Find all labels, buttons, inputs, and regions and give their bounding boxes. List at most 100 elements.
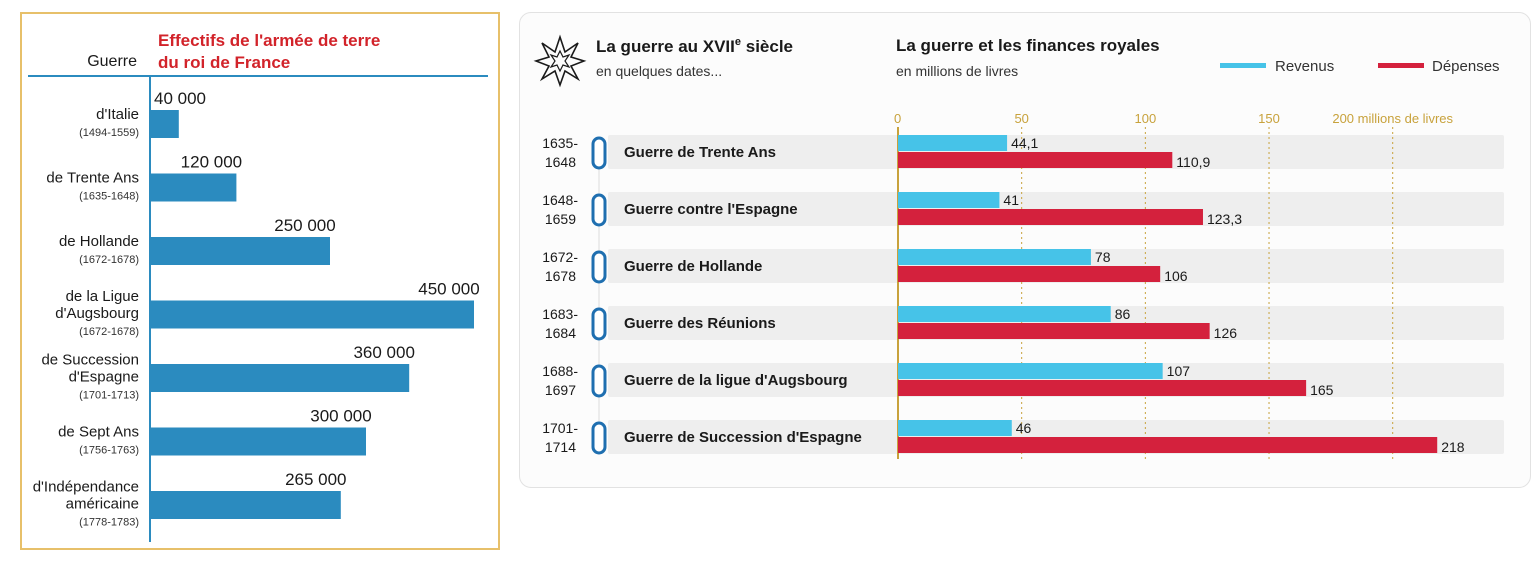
army-value-label: 40 000 (154, 89, 206, 108)
army-value-label: 120 000 (181, 153, 242, 172)
legend-label: Dépenses (1432, 58, 1500, 75)
war-name-label: Guerre contre l'Espagne (624, 201, 798, 218)
timeline-marker (591, 421, 607, 455)
depenses-bar (898, 323, 1210, 339)
period-start-label: 1648- (542, 192, 578, 208)
period-end-label: 1684 (545, 325, 576, 341)
depenses-bar (898, 152, 1173, 168)
revenus-bar (898, 249, 1091, 265)
timeline-marker (591, 136, 607, 170)
war-name-label: Guerre de Trente Ans (624, 144, 776, 161)
legend-label: Revenus (1275, 58, 1334, 75)
army-value-label: 450 000 (418, 280, 479, 299)
period-end-label: 1648 (545, 154, 576, 170)
period-end-label: 1697 (545, 382, 576, 398)
war-dates-label: (1635-1648) (79, 191, 139, 203)
timeline-marker (591, 250, 607, 284)
war-name-label: d'Indépendance (33, 479, 139, 496)
revenus-bar (898, 420, 1012, 436)
war-name-label: de Sept Ans (58, 424, 139, 441)
period-start-label: 1683- (542, 306, 578, 322)
war-name-label: Guerre de Hollande (624, 258, 762, 275)
war-dates-label: (1701-1713) (79, 390, 139, 402)
depenses-value-label: 110,9 (1176, 154, 1210, 170)
finances-subtitle: en millions de livres (896, 63, 1018, 79)
period-end-label: 1714 (545, 439, 576, 455)
army-value-label: 265 000 (285, 470, 346, 489)
period-start-label: 1701- (542, 420, 578, 436)
war-name-label: de Succession (41, 352, 139, 369)
army-size-chart: Guerre Effectifs de l'armée de terre du … (28, 31, 488, 542)
army-bar (150, 300, 474, 329)
period-end-label: 1659 (545, 211, 576, 227)
revenus-value-label: 107 (1167, 363, 1191, 379)
timeline-subtitle: en quelques dates... (596, 63, 722, 79)
war-dates-label: (1494-1559) (79, 127, 139, 139)
depenses-bar (898, 209, 1203, 225)
revenus-value-label: 78 (1095, 249, 1111, 265)
chart-legend: Revenus Dépenses (1220, 58, 1500, 75)
guerre-column-header: Guerre (87, 53, 137, 70)
x-tick-label: 50 (1014, 111, 1028, 126)
war-name-label: d'Espagne (69, 369, 139, 386)
war-name-label: d'Italie (96, 106, 139, 123)
war-name-label: d'Augsbourg (55, 305, 139, 322)
war-dates-label: (1672-1678) (79, 254, 139, 266)
depenses-bar (898, 266, 1161, 282)
war-name-label: de Hollande (59, 233, 139, 250)
revenus-value-label: 44,1 (1011, 135, 1038, 151)
war-name-label: de la Ligue (66, 288, 139, 305)
army-bar (150, 427, 366, 456)
royal-finances-panel: La guerre au XVIIe siècle en quelques da… (519, 12, 1531, 488)
army-bar (150, 364, 410, 392)
x-tick-label: 200 millions de livres (1332, 111, 1453, 126)
chart-title-line1: Effectifs de l'armée de terre (158, 31, 380, 50)
depenses-bar (898, 380, 1307, 396)
army-bar (150, 110, 179, 138)
period-start-label: 1635- (542, 135, 578, 151)
revenus-bar (898, 192, 1000, 208)
depenses-bar (898, 437, 1438, 453)
timeline-marker (591, 364, 607, 398)
depenses-value-label: 218 (1441, 439, 1465, 455)
revenus-bar (898, 135, 1008, 151)
x-tick-label: 150 (1258, 111, 1280, 126)
war-name-label: de Trente Ans (46, 170, 139, 187)
period-start-label: 1688- (542, 363, 578, 379)
explosion-icon (533, 34, 587, 88)
finances-title: La guerre et les finances royales (896, 36, 1160, 55)
revenus-value-label: 41 (1003, 192, 1019, 208)
legend-swatch (1220, 63, 1266, 68)
depenses-value-label: 123,3 (1207, 211, 1242, 227)
army-bar (150, 173, 237, 202)
revenus-bar (898, 363, 1163, 379)
x-tick-label: 100 (1134, 111, 1156, 126)
timeline-marker (591, 307, 607, 341)
depenses-value-label: 126 (1214, 325, 1238, 341)
army-bar (150, 237, 330, 265)
army-bar (150, 491, 341, 519)
chart-title-line2: du roi de France (158, 53, 290, 72)
depenses-value-label: 106 (1164, 268, 1188, 284)
x-tick-label: 0 (894, 111, 901, 126)
royal-finances-chart: La guerre au XVIIe siècle en quelques da… (533, 34, 1504, 459)
war-dates-label: (1778-1783) (79, 517, 139, 529)
war-dates-label: (1756-1763) (79, 445, 139, 457)
revenus-value-label: 46 (1016, 420, 1032, 436)
army-value-label: 250 000 (274, 216, 335, 235)
revenus-value-label: 86 (1115, 306, 1131, 322)
war-name-label: Guerre de Succession d'Espagne (624, 429, 862, 446)
army-value-label: 360 000 (353, 343, 414, 362)
timeline-marker (591, 193, 607, 227)
period-start-label: 1672- (542, 249, 578, 265)
depenses-value-label: 165 (1310, 382, 1334, 398)
war-name-label: américaine (66, 496, 139, 513)
army-size-panel: Guerre Effectifs de l'armée de terre du … (20, 12, 500, 550)
legend-swatch (1378, 63, 1424, 68)
revenus-bar (898, 306, 1111, 322)
army-value-label: 300 000 (310, 407, 371, 426)
war-dates-label: (1672-1678) (79, 326, 139, 338)
war-name-label: Guerre de la ligue d'Augsbourg (624, 372, 848, 389)
timeline-title: La guerre au XVIIe siècle (596, 36, 793, 56)
war-name-label: Guerre des Réunions (624, 315, 776, 332)
